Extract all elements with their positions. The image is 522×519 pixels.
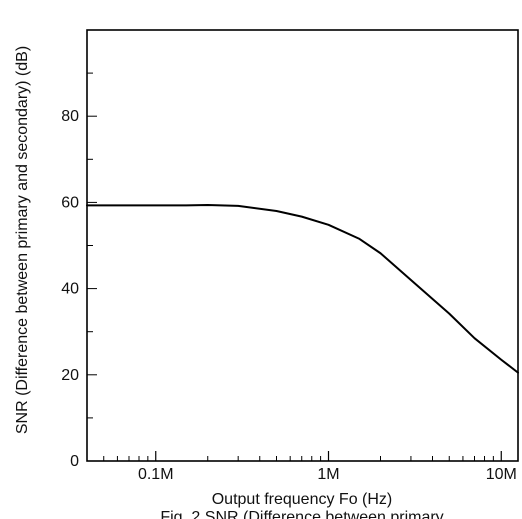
y-tick-label-4: 80 xyxy=(61,108,79,125)
x-tick-label-1: 1M xyxy=(317,466,339,483)
x-tick-label-0: 0.1M xyxy=(138,466,174,483)
y-axis-title: SNR (Difference between primary and seco… xyxy=(14,46,31,434)
plot-frame xyxy=(86,29,519,462)
snr-series-line-0 xyxy=(86,203,519,374)
y-tick-label-1: 20 xyxy=(61,367,79,384)
y-tick-label-3: 60 xyxy=(61,194,79,211)
y-tick-label-0: 0 xyxy=(70,453,79,470)
x-axis-title: Output frequency Fo (Hz) xyxy=(212,491,393,508)
x-tick-label-2: 10M xyxy=(486,466,517,483)
figure-caption: Fig. 2 SNR (Difference between primary xyxy=(160,509,443,519)
y-tick-label-2: 40 xyxy=(61,281,79,298)
